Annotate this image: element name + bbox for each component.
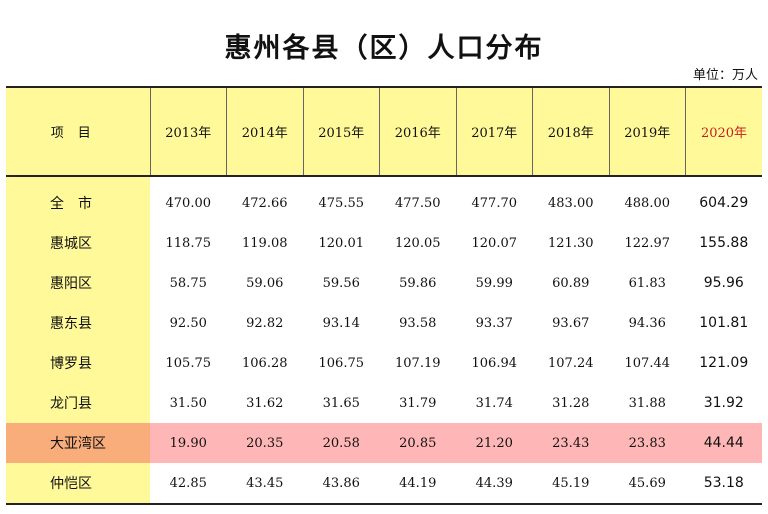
cell-value: 20.58 <box>303 423 380 463</box>
cell-value: 94.36 <box>628 315 666 331</box>
cell-value: 122.97 <box>624 235 671 251</box>
table-row: 仲恺区 42.85 43.45 43.86 44.19 44.39 45.19 … <box>6 463 762 505</box>
table-row: 惠东县 92.50 92.82 93.14 93.58 93.37 93.67 … <box>6 303 762 343</box>
cell-value: 107.44 <box>624 355 671 371</box>
cell-value: 31.28 <box>552 395 590 411</box>
cell-value: 93.67 <box>552 315 590 331</box>
cell-value-2020: 101.81 <box>699 315 749 331</box>
cell-value: 93.58 <box>399 315 437 331</box>
cell-value: 59.99 <box>475 275 513 291</box>
unit-label: 单位：万人 <box>692 68 758 83</box>
cell-value: 61.83 <box>628 275 666 291</box>
header-row: 项目 2013年 2014年 2015年 2016年 2017年 2018年 2… <box>6 86 762 177</box>
cell-value: 472.66 <box>242 195 288 211</box>
table-row: 惠阳区 58.75 59.06 59.56 59.86 59.99 60.89 … <box>6 263 762 303</box>
cell-value: 93.14 <box>322 315 360 331</box>
cell-value: 58.75 <box>169 275 207 291</box>
cell-value: 31.79 <box>399 395 437 411</box>
row-name: 博罗县 <box>6 343 150 383</box>
table-row: 全 市 470.00 472.66 475.55 477.50 477.70 4… <box>6 176 762 223</box>
row-name: 大亚湾区 <box>6 423 150 463</box>
cell-value: 60.89 <box>552 275 590 291</box>
cell-value: 477.70 <box>471 195 518 211</box>
row-name: 龙门县 <box>6 383 150 423</box>
cell-value: 477.50 <box>395 195 441 211</box>
cell-value-2020: 44.44 <box>685 423 762 463</box>
cell-value: 488.00 <box>624 195 671 211</box>
cell-value: 44.39 <box>456 463 533 505</box>
cell-value-2020: 95.96 <box>703 275 744 291</box>
header-item: 项目 <box>6 86 150 177</box>
row-name: 全 市 <box>6 176 150 223</box>
cell-value: 107.19 <box>395 355 441 371</box>
cell-value: 20.85 <box>379 423 456 463</box>
cell-value: 121.30 <box>548 235 594 251</box>
cell-value: 31.74 <box>475 395 513 411</box>
cell-value: 120.01 <box>318 235 365 251</box>
cell-value: 92.82 <box>246 315 284 331</box>
cell-value: 105.75 <box>165 355 212 371</box>
cell-value: 45.69 <box>609 463 686 505</box>
header-year: 2016年 <box>379 86 456 177</box>
table-row: 惠城区 118.75 119.08 120.01 120.05 120.07 1… <box>6 223 762 263</box>
cell-value: 59.06 <box>246 275 284 291</box>
cell-value: 20.35 <box>226 423 303 463</box>
header-year-2020: 2020年 <box>685 86 762 177</box>
cell-value: 92.50 <box>169 315 207 331</box>
cell-value-2020: 121.09 <box>699 355 749 371</box>
cell-value: 59.86 <box>399 275 437 291</box>
cell-value-2020: 53.18 <box>685 463 762 505</box>
cell-value-2020: 31.92 <box>703 395 744 411</box>
table-row: 龙门县 31.50 31.62 31.65 31.79 31.74 31.28 … <box>6 383 762 423</box>
cell-value: 106.75 <box>318 355 365 371</box>
cell-value: 23.83 <box>609 423 686 463</box>
cell-value: 43.86 <box>303 463 380 505</box>
cell-value: 119.08 <box>242 235 288 251</box>
cell-value: 45.19 <box>532 463 609 505</box>
header-year: 2019年 <box>608 86 686 177</box>
row-name: 惠东县 <box>6 303 150 343</box>
cell-value: 118.75 <box>165 235 212 251</box>
header-year: 2014年 <box>226 86 303 177</box>
cell-value: 475.55 <box>318 195 365 211</box>
header-year: 2015年 <box>302 86 380 177</box>
table-row-highlighted: 大亚湾区 19.90 20.35 20.58 20.85 21.20 23.43… <box>6 423 762 463</box>
cell-value: 106.94 <box>471 355 518 371</box>
cell-value-2020: 155.88 <box>699 235 749 251</box>
cell-value: 470.00 <box>165 195 212 211</box>
cell-value: 42.85 <box>150 463 227 505</box>
row-name: 仲恺区 <box>6 463 150 505</box>
cell-value: 483.00 <box>548 195 594 211</box>
header-year: 2013年 <box>149 86 227 177</box>
cell-value: 31.62 <box>246 395 284 411</box>
cell-value: 31.50 <box>169 395 207 411</box>
cell-value: 31.65 <box>322 395 360 411</box>
row-name: 惠城区 <box>6 223 150 263</box>
row-name: 惠阳区 <box>6 263 150 303</box>
page-title: 惠州各县（区）人口分布 <box>224 33 544 64</box>
cell-value-2020: 604.29 <box>699 195 749 211</box>
table-row: 博罗县 105.75 106.28 106.75 107.19 106.94 1… <box>6 343 762 383</box>
cell-value: 43.45 <box>226 463 303 505</box>
cell-value: 59.56 <box>322 275 360 291</box>
cell-value: 19.90 <box>150 423 227 463</box>
cell-value: 107.24 <box>548 355 594 371</box>
cell-value: 120.05 <box>395 235 441 251</box>
header-year: 2017年 <box>455 86 533 177</box>
cell-value: 44.19 <box>379 463 456 505</box>
cell-value: 93.37 <box>475 315 513 331</box>
cell-value: 106.28 <box>242 355 288 371</box>
cell-value: 23.43 <box>532 423 609 463</box>
population-table: 项目 2013年 2014年 2015年 2016年 2017年 2018年 2… <box>6 86 762 505</box>
cell-value: 21.20 <box>456 423 533 463</box>
cell-value: 31.88 <box>628 395 666 411</box>
header-year: 2018年 <box>532 86 609 177</box>
cell-value: 120.07 <box>471 235 518 251</box>
